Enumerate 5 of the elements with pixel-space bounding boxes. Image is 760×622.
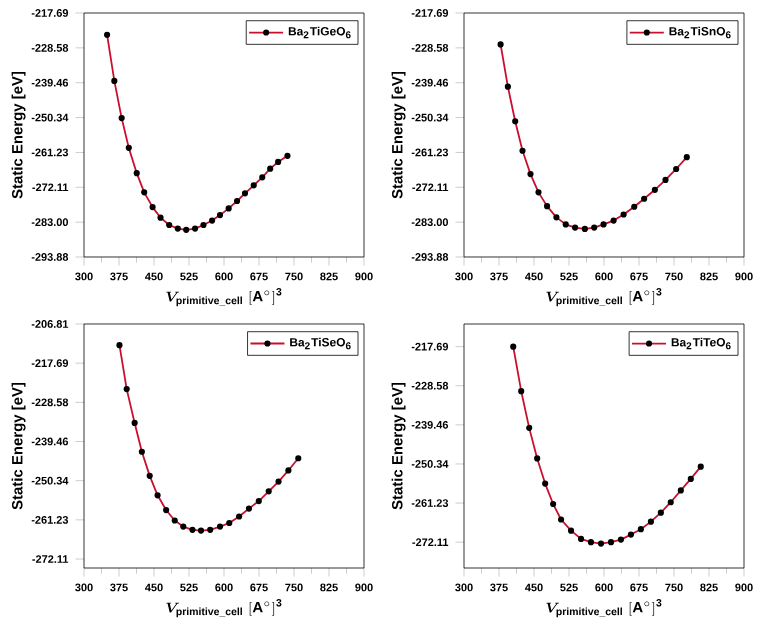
x-axis-title: $\boldsymbol{V}_{\mathbf{primitive\_cell}}\ \mathbf{[A^{\circ}]^{3}}$ bbox=[166, 288, 282, 307]
x-axis-title: $\boldsymbol{V}_{\mathbf{primitive\_cell}}\ \mathbf{[A^{\circ}]^{3}}$ bbox=[166, 599, 282, 618]
x-axis-title: $\boldsymbol{V}_{\mathbf{primitive\_cell}}\ \mathbf{[A^{\circ}]^{3}}$ bbox=[546, 599, 662, 618]
line-series bbox=[497, 41, 690, 232]
x-axis-title: $\boldsymbol{V}_{\mathbf{primitive\_cell}}\ \mathbf{[A^{\circ}]^{3}}$ bbox=[546, 288, 662, 307]
